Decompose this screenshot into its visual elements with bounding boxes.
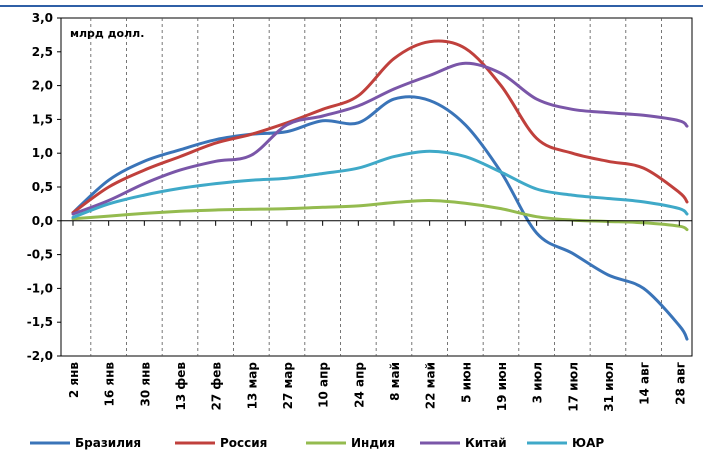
legend-label: Китай [465, 436, 507, 450]
x-tick-label: 27 фев [210, 362, 224, 411]
unit-label: млрд долл. [70, 27, 144, 40]
series-line-3 [71, 61, 689, 216]
legend-label: Россия [220, 436, 267, 450]
series-line-2 [71, 198, 689, 232]
x-tick-label: 8 май [388, 362, 402, 401]
x-tick-label: 16 янв [103, 362, 117, 407]
series-line-4 [71, 149, 689, 219]
x-tick-label: 27 мар [281, 362, 295, 410]
y-tick-label: 1,0 [32, 146, 53, 160]
legend-label: Индия [351, 436, 395, 450]
x-tick-label: 22 май [424, 362, 438, 409]
x-tick-label: 2 янв [67, 362, 81, 399]
x-tick-label: 30 янв [138, 362, 152, 407]
x-tick-label: 10 апр [317, 362, 331, 408]
y-tick-label: 2,5 [32, 45, 53, 59]
x-tick-label: 13 фев [174, 362, 188, 411]
legend: Бразилия Россия Индия Китай ЮАР [30, 436, 604, 450]
series-line-1 [71, 39, 689, 215]
x-tick-label: 19 июн [495, 362, 509, 411]
y-tick-label: 0,5 [32, 180, 53, 194]
x-tick-label: 5 июн [459, 362, 473, 403]
y-tick-label: -2,0 [27, 349, 53, 363]
y-tick-label: 2,0 [32, 79, 53, 93]
y-tick-label: 3,0 [32, 11, 53, 25]
x-tick-label: 13 мар [245, 362, 259, 410]
x-tick-label: 3 июл [531, 362, 545, 403]
y-tick-label: -1,5 [27, 315, 53, 329]
y-tick-label: -1,0 [27, 281, 53, 295]
legend-label: ЮАР [572, 436, 604, 450]
x-tick-label: 24 апр [352, 362, 366, 408]
legend-label: Бразилия [75, 436, 141, 450]
y-tick-label: 1,5 [32, 112, 53, 126]
series-lines [71, 39, 689, 341]
x-axis: 2 янв 16 янв 30 янв 13 фев 27 фев 13 мар 27 ма… [67, 220, 687, 412]
x-tick-label: 28 авг [673, 362, 687, 405]
x-tick-label: 14 авг [638, 362, 652, 405]
x-tick-label: 17 июл [566, 362, 580, 412]
series-line-0 [71, 95, 689, 341]
y-axis: 3,0 2,5 2,0 1,5 1,0 0,5 0,0 -0,5 -1,0 -1,5 -2,0 [27, 11, 61, 363]
x-tick-label: 31 июл [602, 362, 616, 412]
y-tick-label: 0,0 [32, 214, 53, 228]
grid-lines [90, 18, 662, 356]
y-tick-label: -0,5 [27, 248, 53, 262]
